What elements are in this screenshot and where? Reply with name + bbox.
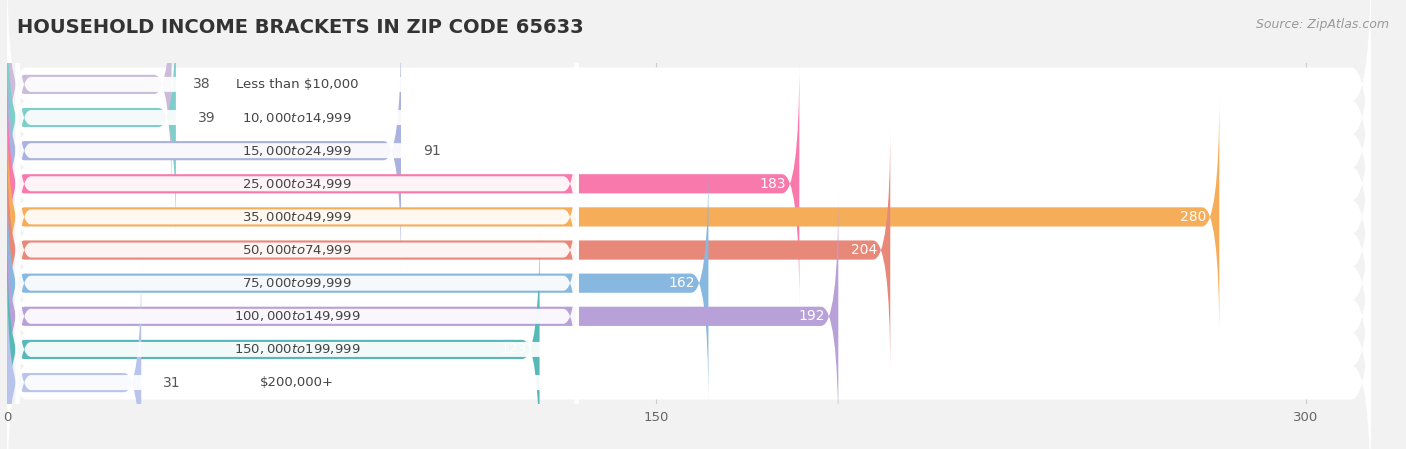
FancyBboxPatch shape	[15, 75, 578, 292]
Text: $25,000 to $34,999: $25,000 to $34,999	[242, 177, 352, 191]
Text: 204: 204	[851, 243, 877, 257]
FancyBboxPatch shape	[15, 141, 578, 358]
Text: $50,000 to $74,999: $50,000 to $74,999	[242, 243, 352, 257]
FancyBboxPatch shape	[7, 52, 1371, 316]
FancyBboxPatch shape	[7, 118, 1371, 382]
Text: 162: 162	[669, 276, 696, 290]
FancyBboxPatch shape	[15, 208, 578, 425]
Text: 123: 123	[501, 343, 527, 357]
Text: 38: 38	[193, 77, 211, 92]
Text: $10,000 to $14,999: $10,000 to $14,999	[242, 110, 352, 124]
Text: 39: 39	[197, 110, 215, 124]
FancyBboxPatch shape	[15, 241, 578, 449]
FancyBboxPatch shape	[15, 0, 578, 193]
Text: 91: 91	[423, 144, 440, 158]
Text: HOUSEHOLD INCOME BRACKETS IN ZIP CODE 65633: HOUSEHOLD INCOME BRACKETS IN ZIP CODE 65…	[17, 18, 583, 37]
Text: $15,000 to $24,999: $15,000 to $24,999	[242, 144, 352, 158]
FancyBboxPatch shape	[7, 18, 1371, 283]
FancyBboxPatch shape	[15, 175, 578, 392]
FancyBboxPatch shape	[7, 184, 1371, 449]
FancyBboxPatch shape	[7, 61, 800, 307]
FancyBboxPatch shape	[7, 260, 141, 449]
Text: Source: ZipAtlas.com: Source: ZipAtlas.com	[1256, 18, 1389, 31]
Text: 192: 192	[799, 309, 825, 323]
FancyBboxPatch shape	[7, 251, 1371, 449]
Text: 280: 280	[1180, 210, 1206, 224]
FancyBboxPatch shape	[7, 0, 172, 207]
FancyBboxPatch shape	[7, 0, 1371, 250]
Text: 31: 31	[163, 375, 180, 390]
Text: $75,000 to $99,999: $75,000 to $99,999	[242, 276, 352, 290]
FancyBboxPatch shape	[15, 42, 578, 259]
Text: $100,000 to $149,999: $100,000 to $149,999	[233, 309, 360, 323]
FancyBboxPatch shape	[7, 28, 401, 273]
Text: $200,000+: $200,000+	[260, 376, 335, 389]
Text: $150,000 to $199,999: $150,000 to $199,999	[233, 343, 360, 357]
FancyBboxPatch shape	[7, 160, 709, 406]
FancyBboxPatch shape	[7, 94, 1219, 340]
FancyBboxPatch shape	[7, 194, 838, 439]
FancyBboxPatch shape	[7, 151, 1371, 415]
FancyBboxPatch shape	[15, 109, 578, 326]
FancyBboxPatch shape	[7, 85, 1371, 349]
Text: $35,000 to $49,999: $35,000 to $49,999	[242, 210, 352, 224]
FancyBboxPatch shape	[7, 0, 1371, 216]
FancyBboxPatch shape	[15, 9, 578, 226]
FancyBboxPatch shape	[15, 274, 578, 449]
Text: 183: 183	[759, 177, 786, 191]
FancyBboxPatch shape	[7, 227, 540, 449]
Text: Less than $10,000: Less than $10,000	[236, 78, 359, 91]
FancyBboxPatch shape	[7, 217, 1371, 449]
FancyBboxPatch shape	[7, 0, 176, 240]
FancyBboxPatch shape	[7, 127, 890, 373]
